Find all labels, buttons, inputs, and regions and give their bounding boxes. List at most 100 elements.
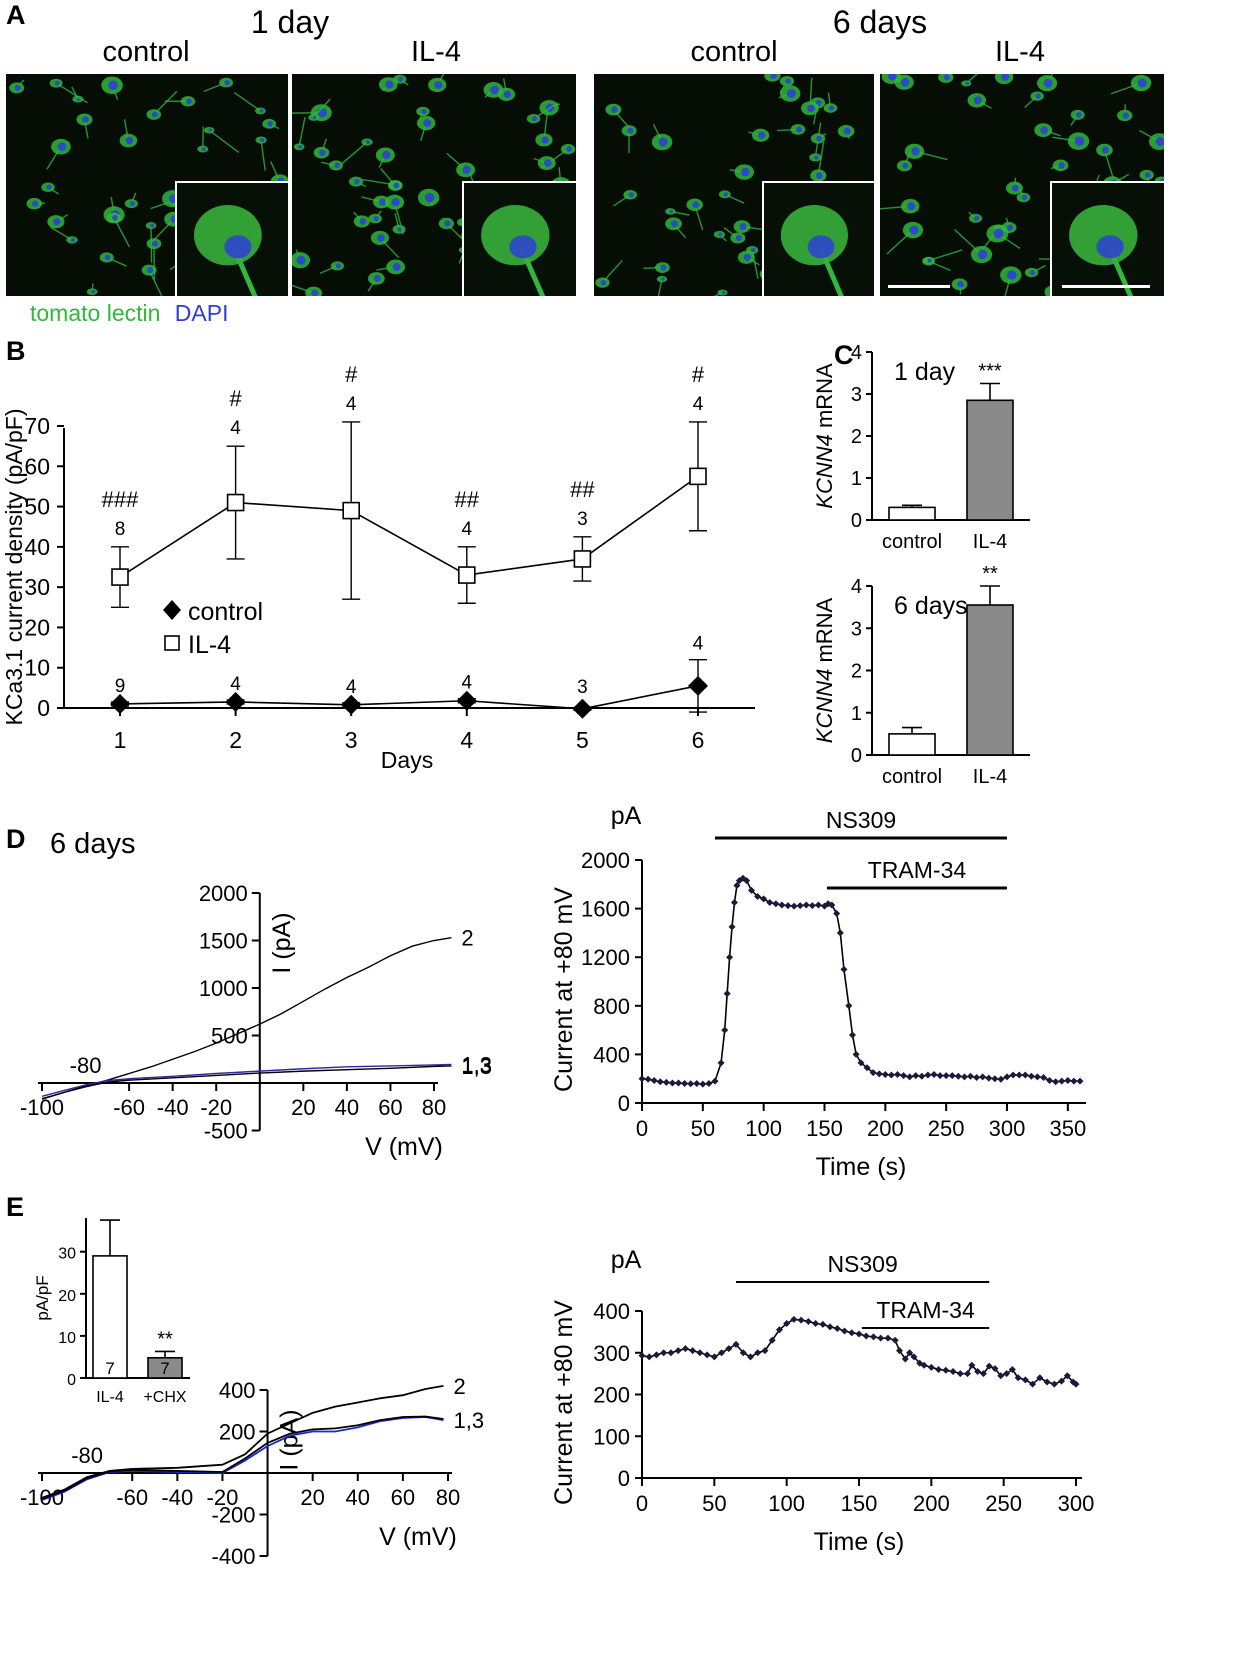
y-tick-label: 1500	[199, 929, 248, 954]
nucleus	[490, 85, 499, 95]
nucleus	[391, 198, 400, 207]
time-point	[828, 901, 836, 909]
nucleus	[902, 162, 909, 169]
panel-a-group-2-title: 6 days	[832, 4, 928, 40]
y-axis-label-gene: KCNN4	[812, 669, 837, 744]
nucleus	[543, 159, 552, 167]
time-point	[710, 1353, 718, 1361]
chart-title: 6 days	[894, 592, 968, 620]
time-point	[1058, 1077, 1066, 1085]
y-tick-label: 70	[24, 413, 50, 439]
nucleus	[1029, 269, 1036, 276]
y-tick-label: 1	[851, 703, 862, 725]
nucleus	[150, 223, 154, 228]
x-tick-label: -60	[113, 1095, 145, 1120]
y-tick-label: 2	[851, 661, 862, 683]
x-tick-label: 5	[576, 727, 589, 753]
x-axis-label: Days	[381, 747, 433, 773]
category-label: +CHX	[143, 1389, 186, 1406]
time-point	[1009, 1071, 1017, 1079]
nucleus	[1007, 224, 1014, 231]
time-point	[1027, 1072, 1035, 1080]
time-point	[732, 1340, 740, 1348]
time-point	[836, 929, 844, 937]
nucleus	[112, 214, 118, 221]
time-point	[918, 1072, 926, 1080]
nucleus	[1122, 112, 1129, 119]
nucleus	[1075, 112, 1082, 118]
x-tick-label: 350	[1049, 1116, 1086, 1141]
y-tick-label: 200	[593, 1383, 630, 1408]
category-label: control	[882, 531, 942, 553]
nucleus	[125, 136, 134, 145]
inset-cell	[780, 204, 848, 296]
cell-process	[208, 129, 240, 153]
time-point	[833, 909, 841, 917]
nucleus	[334, 162, 340, 169]
y-axis-label-gene: KCNN4	[812, 434, 837, 509]
x-tick-label: 2	[229, 727, 242, 753]
nucleus	[147, 267, 154, 274]
nucleus	[816, 135, 822, 142]
significance-label: #	[692, 362, 705, 387]
data-point	[111, 568, 129, 586]
n-label: 7	[105, 1359, 114, 1378]
nucleus	[957, 281, 964, 288]
time-point	[869, 1069, 877, 1077]
y-tick-label: 4	[851, 342, 862, 364]
time-point	[887, 1071, 895, 1079]
time-point	[1063, 1372, 1071, 1380]
drug-label: TRAM-34	[876, 1297, 975, 1323]
nucleus	[423, 119, 432, 127]
bar	[966, 604, 1014, 756]
time-point	[974, 1368, 982, 1376]
time-point	[942, 1072, 950, 1080]
time-point	[725, 1345, 733, 1353]
n-label: 4	[230, 674, 241, 695]
nucleus	[786, 89, 796, 99]
n-label: 9	[115, 676, 126, 697]
time-point	[1036, 1374, 1044, 1382]
cell-process	[928, 249, 963, 262]
time-point	[1003, 1073, 1011, 1081]
time-point	[696, 1349, 704, 1357]
nucleus	[1007, 270, 1017, 280]
time-point	[884, 1334, 892, 1342]
time-point	[855, 1330, 863, 1338]
nucleus	[398, 76, 404, 82]
x-tick-label: 40	[335, 1095, 359, 1120]
inset-cell	[1069, 204, 1138, 296]
time-point	[784, 902, 792, 910]
nucleus	[377, 234, 385, 242]
nucleus	[1155, 137, 1164, 147]
x-tick-label: -20	[200, 1095, 232, 1120]
panel-label-a: A	[6, 0, 26, 30]
nucleus	[531, 116, 538, 122]
time-point	[894, 1070, 901, 1078]
iv-trace	[41, 1415, 444, 1500]
legend-label-control: control	[188, 598, 263, 626]
y-axis-label: KCNN4 mRNA	[812, 597, 837, 743]
x-tick-label: -100	[20, 1095, 64, 1120]
time-point	[1072, 1380, 1080, 1388]
n-label: 4	[346, 394, 357, 415]
n-label: 3	[577, 509, 588, 530]
data-point	[688, 675, 708, 696]
nucleus	[911, 147, 920, 156]
time-point	[687, 1080, 695, 1088]
y-tick-label: 0	[37, 695, 50, 721]
n-label: 4	[346, 677, 357, 698]
x-tick-label: 250	[985, 1491, 1022, 1516]
nucleus	[901, 78, 910, 87]
time-trace	[641, 877, 1080, 1085]
inset-nucleus	[509, 234, 538, 258]
time-point	[936, 1072, 944, 1080]
nucleus	[312, 115, 317, 120]
nucleus	[669, 209, 674, 214]
time-point	[1058, 1377, 1066, 1385]
panel-a-cond-3: control	[690, 36, 778, 68]
y-axis-label: Current at +80 mV	[550, 887, 578, 1092]
time-point	[956, 1370, 964, 1378]
y-tick-label: 0	[851, 510, 862, 532]
time-point	[743, 877, 751, 885]
